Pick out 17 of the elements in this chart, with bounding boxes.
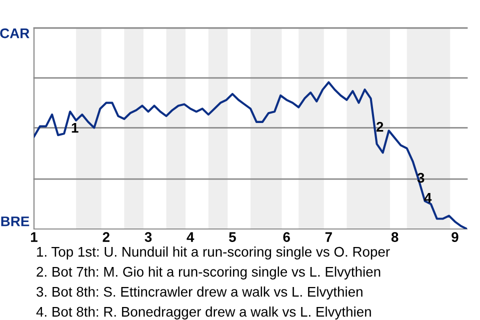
x-tick-label: 7: [325, 232, 332, 242]
text: 1. Top 1st: U. Nunduil hit a run-scoring single vs O. Roper: [37, 246, 390, 260]
text: BRE: [1, 216, 30, 226]
x-tick-label: 8: [391, 232, 398, 242]
x-tick-label: 2: [102, 232, 110, 242]
x-tick-label: 6: [283, 232, 290, 242]
annotation: 2: [376, 122, 384, 132]
x-tick-label: 5: [229, 232, 236, 242]
x-tick-label: 9: [452, 232, 458, 242]
text: 2. Bot 7th: M. Gio hit a run-scoring single vs L. Elvythien: [36, 266, 380, 280]
x-tick-label: 1: [31, 232, 38, 242]
annotation: 1: [72, 123, 78, 133]
x-tick-label: 4: [186, 232, 194, 242]
text: CAR: [0, 28, 30, 38]
text: 4. Bot 8th: R. Bonedragger drew a walk vs L. Elvythien: [36, 306, 371, 320]
x-tick-label: 3: [144, 232, 152, 242]
text: 3. Bot 8th: S. Ettincrawler drew a walk vs L. Elvythien: [36, 286, 362, 300]
